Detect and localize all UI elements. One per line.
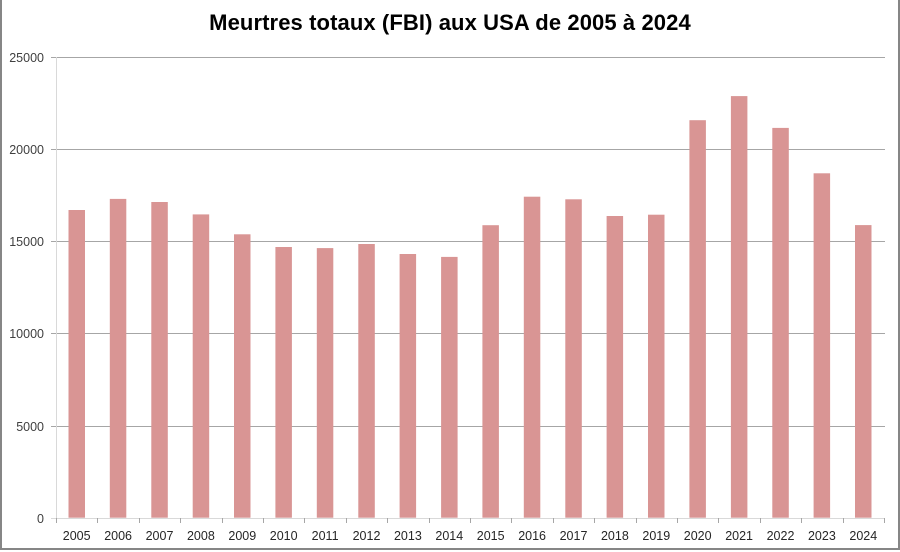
x-tick-label: 2016: [518, 529, 546, 543]
x-tick-label: 2009: [228, 529, 256, 543]
bar-2010: [275, 247, 292, 518]
bar-2021: [730, 96, 748, 518]
bar-2017: [565, 199, 582, 518]
x-axis: 2005 2006 2007 2008 2009 2010 2011 2012 2013 2014…: [56, 518, 885, 543]
chart-title: Meurtres totaux (FBI) aux USA de 2005 à …: [209, 10, 691, 35]
x-tick-label: 2011: [312, 529, 339, 543]
y-tick-label: 20000: [9, 143, 44, 157]
x-tick-label: 2007: [146, 529, 174, 543]
x-tick-label: 2018: [601, 529, 629, 543]
bar-2005: [68, 210, 85, 518]
bar-2022: [772, 127, 789, 518]
bar-2015: [482, 225, 499, 518]
x-tick-label: 2015: [477, 529, 505, 543]
bar-2014: [441, 256, 458, 518]
bar-2024: [855, 225, 872, 518]
x-tick-label: 2008: [187, 529, 215, 543]
x-tick-label: 2019: [642, 529, 670, 543]
bar-2013: [399, 254, 417, 518]
x-tick-label: 2012: [353, 529, 381, 543]
y-tick-label: 25000: [9, 51, 44, 65]
x-tick-label: 2010: [270, 529, 298, 543]
y-tick-label: 15000: [9, 235, 44, 249]
y-tick-label: 5000: [16, 420, 44, 434]
gridlines: [51, 57, 885, 519]
x-tick-label: 2006: [104, 529, 132, 543]
y-tick-label: 10000: [9, 327, 44, 341]
x-tick-label: 2021: [725, 529, 753, 543]
y-tick-label: 0: [37, 512, 44, 526]
bar-2016: [523, 196, 541, 518]
bar-2012: [358, 244, 375, 518]
bar-2006: [109, 198, 127, 518]
bars: [68, 96, 872, 518]
x-tick-label: 2024: [849, 529, 877, 543]
bar-2008: [192, 214, 210, 518]
bar-2009: [234, 234, 251, 518]
bar-2019: [648, 214, 665, 518]
bar-2007: [151, 202, 168, 518]
x-tick-label: 2013: [394, 529, 422, 543]
x-tick-label: 2017: [560, 529, 588, 543]
bar-2011: [316, 248, 334, 518]
x-tick-label: 2020: [684, 529, 712, 543]
x-tick-label: 2023: [808, 529, 836, 543]
x-tick-label: 2014: [435, 529, 463, 543]
x-tick-label: 2022: [767, 529, 795, 543]
bar-2023: [813, 173, 831, 518]
bar-2018: [606, 216, 624, 518]
x-tick-label: 2005: [63, 529, 91, 543]
bar-2020: [689, 120, 706, 518]
y-axis: 0 5000 10000 15000 20000 25000: [9, 51, 57, 526]
